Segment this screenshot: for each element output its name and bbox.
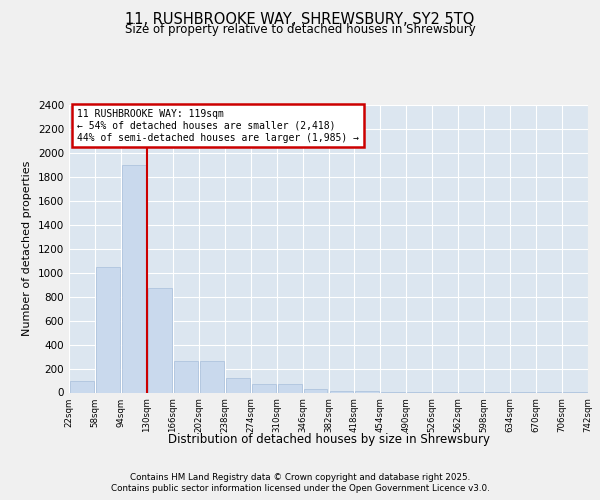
Bar xyxy=(329,390,353,392)
Bar xyxy=(278,384,302,392)
Bar xyxy=(226,378,250,392)
Y-axis label: Number of detached properties: Number of detached properties xyxy=(22,161,32,336)
Bar xyxy=(70,380,94,392)
Bar xyxy=(148,288,172,393)
Bar xyxy=(96,266,120,392)
Bar xyxy=(251,384,275,392)
Text: Size of property relative to detached houses in Shrewsbury: Size of property relative to detached ho… xyxy=(125,22,475,36)
Bar xyxy=(122,165,146,392)
Text: Distribution of detached houses by size in Shrewsbury: Distribution of detached houses by size … xyxy=(168,432,490,446)
Bar xyxy=(174,361,198,392)
Text: 11, RUSHBROOKE WAY, SHREWSBURY, SY2 5TQ: 11, RUSHBROOKE WAY, SHREWSBURY, SY2 5TQ xyxy=(125,12,475,28)
Text: 11 RUSHBROOKE WAY: 119sqm
← 54% of detached houses are smaller (2,418)
44% of se: 11 RUSHBROOKE WAY: 119sqm ← 54% of detac… xyxy=(77,110,359,142)
Text: Contains public sector information licensed under the Open Government Licence v3: Contains public sector information licen… xyxy=(110,484,490,493)
Bar xyxy=(304,389,328,392)
Bar xyxy=(200,361,224,392)
Text: Contains HM Land Registry data © Crown copyright and database right 2025.: Contains HM Land Registry data © Crown c… xyxy=(130,472,470,482)
